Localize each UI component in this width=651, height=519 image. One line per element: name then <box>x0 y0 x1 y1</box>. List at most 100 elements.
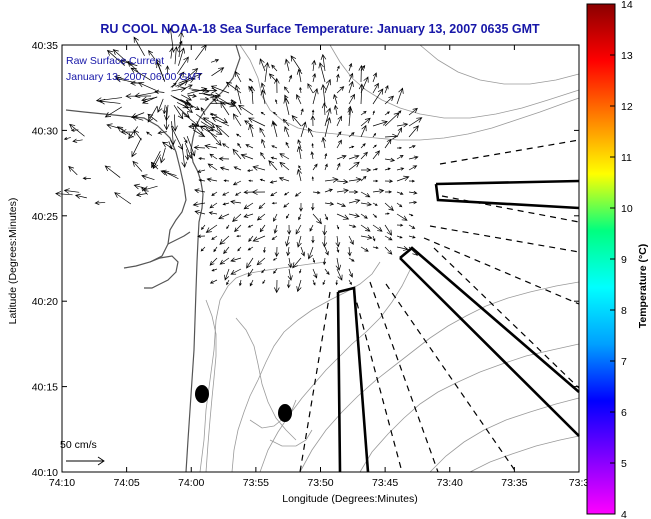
current-vector <box>271 235 278 240</box>
current-vector <box>348 72 354 83</box>
x-tick-label: 74:05 <box>113 477 139 489</box>
current-vector <box>125 93 152 99</box>
current-vector <box>324 107 332 127</box>
current-vector <box>360 76 369 94</box>
coastline-segment <box>185 44 241 473</box>
current-vector <box>131 115 144 121</box>
current-vector <box>283 97 290 116</box>
radar-beam-line <box>429 225 580 253</box>
current-vector <box>296 279 302 293</box>
current-vector <box>307 246 314 260</box>
current-vector <box>259 224 266 233</box>
current-vector <box>333 93 338 105</box>
current-vector <box>141 96 158 103</box>
current-vector <box>384 224 392 236</box>
colorbar-tick-label: 8 <box>621 305 627 317</box>
current-vector <box>396 87 404 105</box>
colorbar-tick-label: 9 <box>621 254 627 266</box>
bathymetry-contours <box>199 44 580 473</box>
current-vector <box>181 112 200 127</box>
current-vector <box>196 113 216 129</box>
current-vector <box>232 180 242 186</box>
current-vector <box>384 202 394 211</box>
current-vector <box>336 213 350 220</box>
current-vector <box>408 125 419 138</box>
current-vector <box>234 191 242 196</box>
study-region-box <box>336 286 370 473</box>
y-tick-label: 40:30 <box>32 125 58 137</box>
current-vector <box>348 154 360 160</box>
x-tick-label: 73:40 <box>437 477 463 489</box>
current-vector <box>251 189 266 195</box>
current-vector <box>336 188 349 194</box>
current-vector <box>199 97 210 102</box>
current-vector <box>384 190 393 194</box>
current-vector <box>172 96 194 108</box>
current-vector <box>159 147 166 164</box>
current-vector <box>211 98 236 108</box>
current-vector <box>322 279 326 286</box>
current-vector <box>336 224 340 230</box>
current-vector <box>163 106 170 131</box>
current-vector <box>384 133 398 140</box>
current-vector <box>396 213 408 221</box>
current-vector <box>134 91 159 99</box>
current-vector <box>193 145 206 151</box>
current-vector <box>336 162 341 171</box>
current-vector <box>324 188 333 193</box>
current-vector <box>192 201 206 207</box>
current-vector <box>408 145 416 149</box>
current-vector <box>384 167 391 171</box>
depth-contour <box>469 435 580 473</box>
current-vector <box>274 77 280 94</box>
current-vector <box>114 192 132 205</box>
current-vector <box>408 165 418 171</box>
current-vector <box>157 130 167 135</box>
current-vector <box>348 161 360 171</box>
current-vector <box>408 117 423 127</box>
current-vector <box>372 224 383 232</box>
current-vector <box>213 246 218 253</box>
current-vector <box>95 97 123 103</box>
x-tick-label: 73:45 <box>372 477 398 489</box>
current-vector <box>336 73 340 83</box>
current-vector <box>199 125 218 138</box>
current-vector <box>273 224 278 234</box>
current-vector <box>348 80 354 94</box>
current-vector <box>360 224 371 232</box>
current-vector <box>296 145 303 160</box>
current-vector <box>360 246 369 252</box>
current-vector <box>336 202 347 208</box>
current-vector <box>173 104 184 120</box>
current-vector <box>240 153 254 160</box>
current-vector <box>249 279 254 287</box>
current-vector <box>336 131 342 138</box>
current-vector <box>336 246 340 253</box>
current-vector <box>396 191 404 195</box>
current-vector <box>360 117 371 127</box>
depth-contour <box>359 343 580 473</box>
current-vector <box>243 202 254 210</box>
current-vector <box>310 151 314 160</box>
radar-beam-line <box>299 291 331 473</box>
current-vector <box>384 235 393 241</box>
x-axis-label: Longitude (Degrees:Minutes) <box>282 493 418 505</box>
current-vector <box>372 110 375 116</box>
current-vector <box>237 246 242 252</box>
current-vector <box>208 211 218 215</box>
current-vector <box>335 279 338 286</box>
current-vector <box>209 279 218 284</box>
map-frame <box>61 44 580 473</box>
current-vector <box>360 234 373 240</box>
current-vector <box>261 138 266 149</box>
current-vector <box>225 81 242 94</box>
radar-beam-line <box>423 237 580 305</box>
current-vectors <box>55 27 423 294</box>
current-vector <box>372 188 385 194</box>
current-vector <box>248 78 254 83</box>
y-tick-label: 40:35 <box>32 40 58 52</box>
current-vector <box>173 46 179 65</box>
current-vector <box>298 213 302 221</box>
current-vector <box>191 87 218 94</box>
current-vector <box>169 47 175 59</box>
